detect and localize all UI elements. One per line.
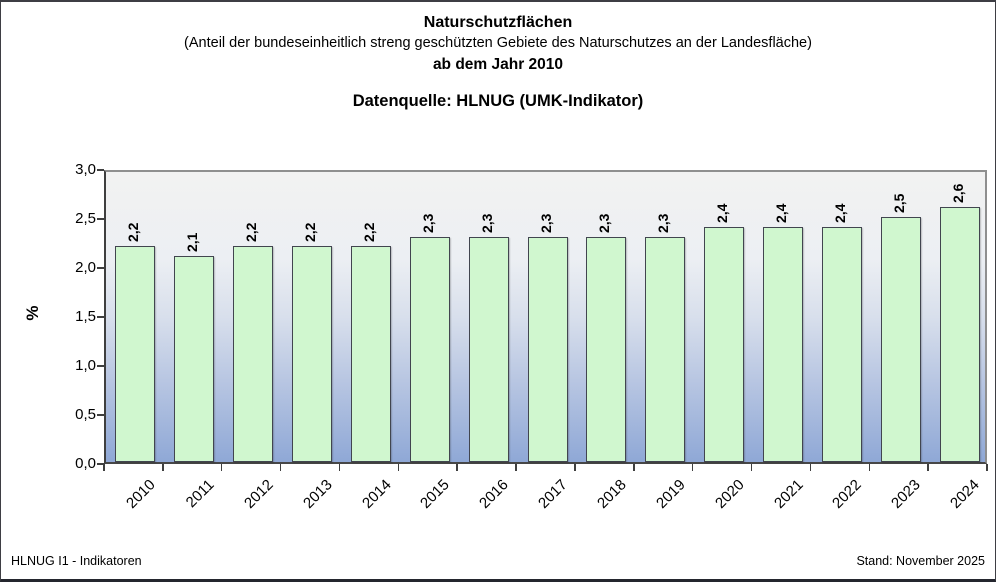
x-axis-tick — [574, 464, 576, 471]
x-axis-label: 2014 — [358, 476, 395, 512]
x-axis-label: 2024 — [947, 476, 983, 512]
x-axis-tick — [986, 464, 988, 471]
y-axis-label: 3,0 — [75, 161, 96, 178]
x-axis-label: 2020 — [711, 476, 748, 512]
bar — [468, 236, 509, 462]
y-axis-label: 1,5 — [75, 308, 96, 325]
chart-subtitle: (Anteil der bundeseinheitlich streng ges… — [184, 35, 812, 51]
bar-value-label: 2,3 — [655, 213, 672, 233]
x-axis-tick — [103, 464, 105, 471]
bar-value-label: 2,4 — [714, 203, 731, 223]
y-axis-label: 2,0 — [75, 259, 96, 276]
x-axis-label: 2017 — [535, 476, 571, 512]
x-axis-tick — [279, 464, 282, 471]
footer-status-date: Stand: November 2025 — [856, 554, 985, 568]
bar-value-label: 2,2 — [302, 222, 319, 243]
x-axis-tick — [691, 464, 694, 471]
y-axis-label: 1,0 — [75, 357, 96, 374]
x-axis-label: 2021 — [770, 476, 807, 512]
y-axis-label: 2,5 — [75, 210, 96, 227]
x-axis-tick — [633, 464, 635, 471]
bar — [586, 236, 627, 462]
bar-value-label: 2,3 — [537, 213, 554, 233]
x-axis-tick — [220, 464, 223, 471]
x-axis-tick — [809, 464, 812, 471]
bar — [527, 236, 568, 462]
x-axis-tick — [456, 464, 458, 471]
y-axis-tick — [97, 218, 104, 220]
bar — [645, 236, 686, 462]
x-axis-label: 2019 — [652, 476, 689, 512]
bar-value-label: 2,3 — [478, 213, 495, 233]
y-axis-label: 0,0 — [75, 455, 96, 472]
x-axis-tick — [162, 464, 164, 471]
chart-subtitle-period: ab dem Jahr 2010 — [432, 56, 564, 73]
bar-value-label: 2,3 — [596, 213, 613, 233]
bar-value-label: 2,2 — [243, 222, 260, 243]
bar — [939, 207, 980, 462]
footer-document-id: HLNUG I1 - Indikatoren — [11, 554, 142, 568]
bar — [880, 217, 921, 462]
x-axis-label: 2015 — [417, 476, 454, 512]
bar — [762, 226, 803, 462]
bar-value-label: 2,6 — [949, 183, 966, 204]
x-axis-label: 2023 — [888, 476, 925, 512]
bar-value-label: 2,5 — [890, 193, 907, 213]
x-axis-tick — [868, 464, 871, 471]
chart-title: Naturschutzflächen — [423, 14, 573, 31]
x-axis-label: 2011 — [182, 476, 218, 512]
x-axis-tick — [338, 464, 341, 471]
bar — [409, 236, 450, 462]
y-axis-tick — [97, 463, 104, 465]
x-axis-tick — [515, 464, 517, 471]
y-axis-tick — [97, 414, 104, 416]
bar — [115, 246, 156, 462]
bar — [233, 246, 274, 462]
bar — [292, 246, 333, 462]
chart-data-source: Datenquelle: HLNUG (UMK-Indikator) — [352, 92, 644, 110]
bar-value-label: 2,3 — [419, 213, 436, 233]
bar — [704, 226, 745, 462]
y-axis-tick — [97, 169, 104, 171]
bar-value-label: 2,2 — [125, 222, 142, 243]
bar — [821, 226, 862, 462]
x-axis-tick — [750, 464, 753, 471]
bar-value-label: 2,4 — [772, 203, 789, 223]
x-axis-label: 2010 — [123, 476, 159, 512]
x-axis-label: 2016 — [476, 476, 512, 512]
y-axis-tick — [97, 267, 104, 269]
plot-area — [104, 170, 987, 464]
bar-value-label: 2,1 — [184, 232, 201, 253]
x-axis-label: 2022 — [829, 476, 866, 512]
bar-value-label: 2,4 — [831, 203, 848, 223]
y-axis-tick — [97, 365, 104, 367]
y-axis-label: 0,5 — [75, 406, 96, 423]
x-axis-label: 2012 — [240, 476, 277, 512]
x-axis-label: 2018 — [594, 476, 630, 512]
bar-value-label: 2,2 — [360, 222, 377, 243]
x-axis-label: 2013 — [299, 476, 336, 512]
x-axis-tick — [927, 464, 929, 471]
x-axis-tick — [397, 464, 400, 471]
bar — [174, 256, 215, 462]
y-axis-tick — [97, 316, 104, 318]
bar — [350, 246, 391, 462]
